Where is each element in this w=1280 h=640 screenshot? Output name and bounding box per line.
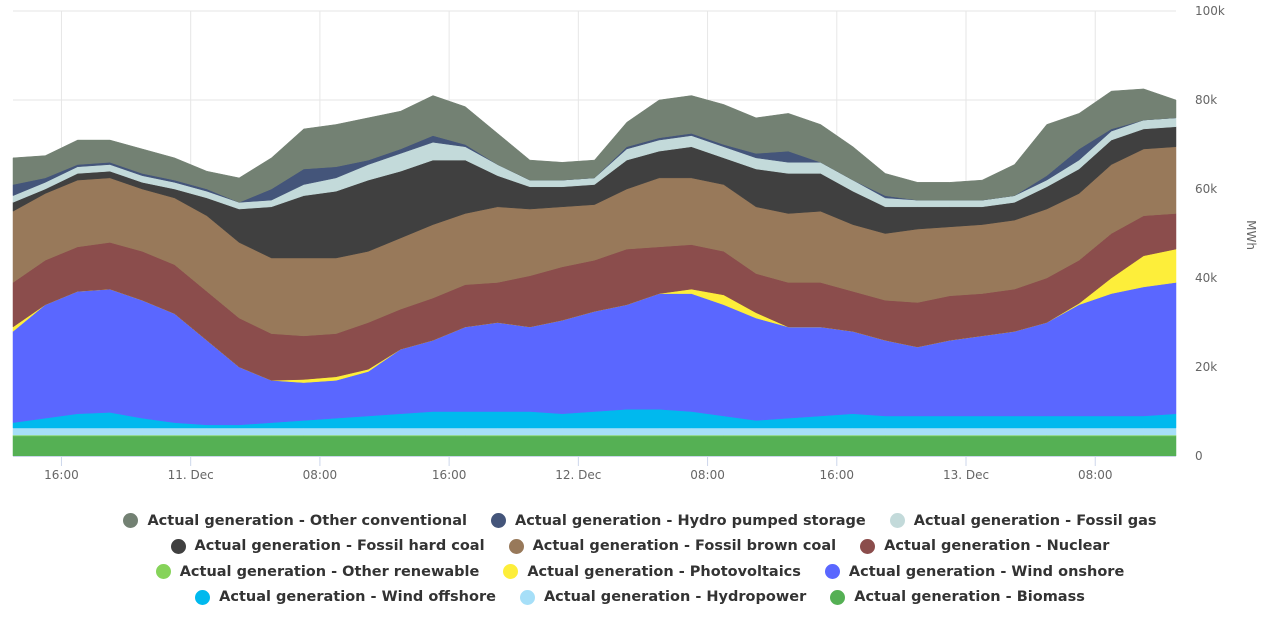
legend-item[interactable]: Actual generation - Other renewable — [155, 563, 480, 580]
legend-label: Actual generation - Biomass — [854, 589, 1085, 606]
legend-symbol-icon — [508, 538, 524, 554]
legend-item[interactable]: Actual generation - Hydropower — [519, 589, 807, 606]
x-axis: 16:00 11. Dec 08:00 16:00 12. Dec 08:00 16:00 1… — [13, 456, 1176, 482]
legend-item[interactable]: Actual generation - Fossil hard coal — [170, 538, 485, 555]
legend-label: Actual generation - Fossil gas — [913, 512, 1157, 529]
legend-item[interactable]: Actual generation - Other conventional — [123, 513, 467, 529]
legend-item[interactable]: Actual generation - Hydro pumped storage — [490, 512, 866, 529]
y-tick-label: 100k — [1195, 4, 1225, 18]
series-areas — [12, 88, 1177, 457]
legend-item[interactable]: Actual generation - Biomass — [830, 589, 1085, 605]
legend-item[interactable]: Actual generation - Fossil brown coal — [508, 538, 837, 555]
legend-label: Actual generation - Other renewable — [179, 563, 480, 580]
legend-symbol-icon — [519, 589, 535, 605]
x-tick-label: 11. Dec — [168, 468, 214, 482]
y-tick-label: 60k — [1195, 182, 1217, 196]
legend-label: Actual generation - Photovoltaics — [527, 563, 801, 580]
legend-label: Actual generation - Hydro pumped storage — [514, 512, 866, 529]
area-biomass — [12, 435, 1177, 457]
legend-symbol-icon — [824, 564, 840, 580]
x-tick-label: 08:00 — [690, 468, 725, 482]
x-tick-label: 08:00 — [1078, 468, 1113, 482]
legend-symbol-icon — [155, 564, 171, 580]
legend-symbol-icon — [503, 564, 519, 580]
legend-label: Actual generation - Fossil hard coal — [194, 538, 485, 555]
y-tick-label: 80k — [1195, 93, 1217, 107]
legend-row: Actual generation - Other renewable Actua… — [0, 559, 1280, 585]
legend-row: Actual generation - Wind offshore Actual … — [0, 585, 1280, 611]
legend-symbol-icon — [170, 538, 186, 554]
x-tick-label: 16:00 — [432, 468, 467, 482]
legend-symbol-icon — [123, 513, 139, 529]
legend-label: Actual generation - Nuclear — [884, 538, 1110, 555]
x-tick-label: 12. Dec — [555, 468, 601, 482]
area-other-conventional — [12, 88, 1177, 203]
legend-row: Actual generation - Fossil hard coal Actu… — [0, 534, 1280, 560]
legend-label: Actual generation - Wind onshore — [848, 563, 1125, 580]
y-tick-label: 0 — [1195, 449, 1203, 463]
legend-item[interactable]: Actual generation - Fossil gas — [889, 512, 1157, 529]
legend-symbol-icon — [889, 513, 905, 529]
legend-item[interactable]: Actual generation - Photovoltaics — [503, 564, 801, 580]
legend-symbol-icon — [490, 513, 506, 529]
legend-item[interactable]: Actual generation - Nuclear — [860, 538, 1109, 554]
x-tick-label: 16:00 — [819, 468, 854, 482]
x-tick-label: 08:00 — [303, 468, 338, 482]
legend-label: Actual generation - Hydropower — [543, 589, 807, 606]
legend-item[interactable]: Actual generation - Wind offshore — [195, 589, 496, 605]
y-tick-label: 20k — [1195, 360, 1217, 374]
stacked-area-chart: 16:00 11. Dec 08:00 16:00 12. Dec 08:00 16:00 1… — [12, 4, 1258, 482]
legend-symbol-icon — [860, 538, 876, 554]
y-axis: 0 20k 40k 60k 80k 100k — [1195, 4, 1225, 463]
legend-label: Actual generation - Fossil brown coal — [532, 538, 837, 555]
area-hydropower — [12, 427, 1177, 436]
legend-row: Actual generation - Other conventional Ac… — [0, 508, 1280, 534]
y-tick-label: 40k — [1195, 271, 1217, 285]
legend-label: Actual generation - Other conventional — [147, 512, 467, 529]
y-axis-title: MWh — [1244, 220, 1258, 250]
legend: Actual generation - Other conventional Ac… — [0, 508, 1280, 610]
x-tick-label: 13. Dec — [943, 468, 989, 482]
legend-label: Actual generation - Wind offshore — [219, 589, 496, 606]
legend-item[interactable]: Actual generation - Wind onshore — [824, 563, 1125, 580]
x-tick-label: 16:00 — [44, 468, 79, 482]
legend-symbol-icon — [195, 589, 211, 605]
legend-symbol-icon — [830, 589, 846, 605]
